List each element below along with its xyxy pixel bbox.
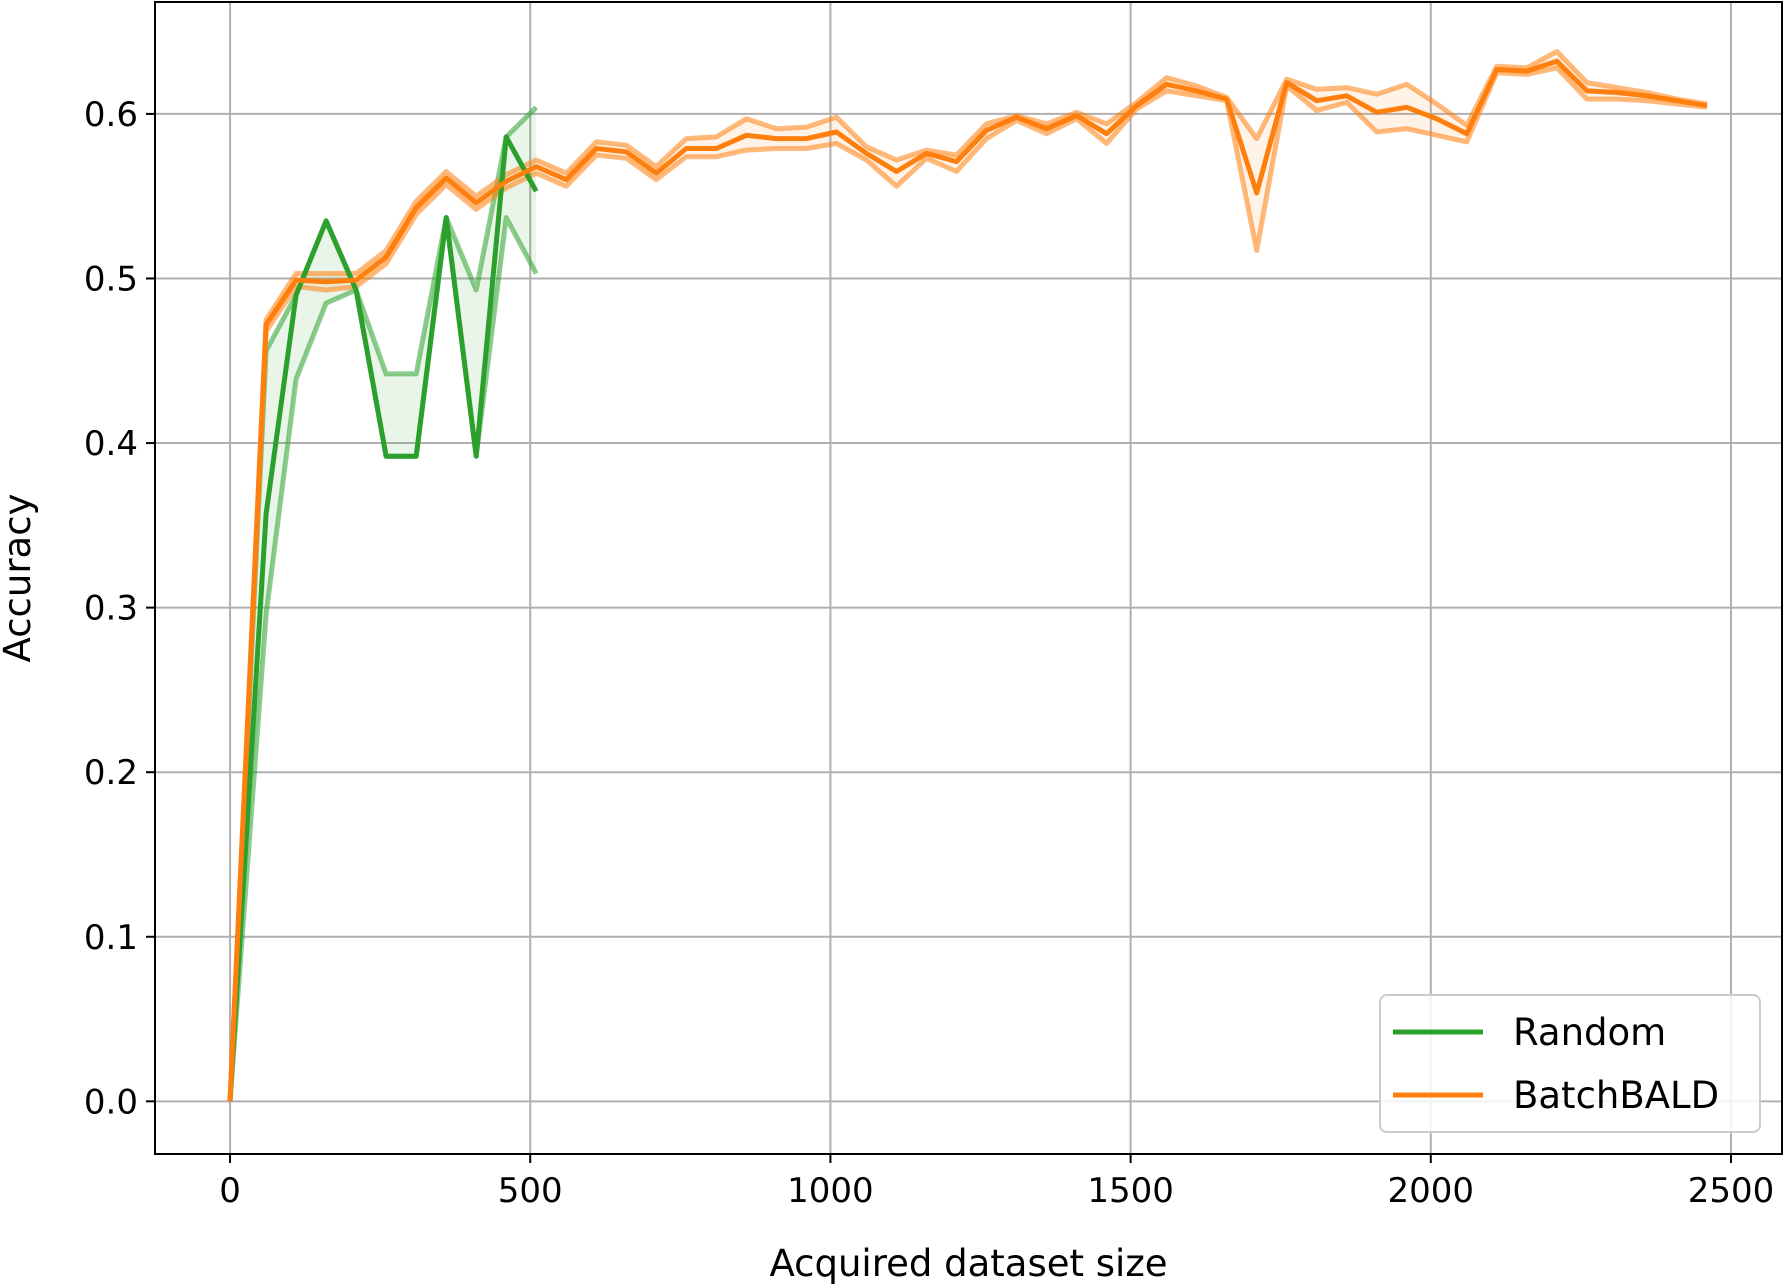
legend-label-random: Random — [1513, 1011, 1666, 1054]
x-tick-label: 1000 — [787, 1171, 874, 1211]
batchbald-upper-bound-line — [227, 48, 1708, 1102]
batchbald-lower-bound-line — [227, 65, 1708, 1102]
y-tick-label: 0.0 — [84, 1082, 138, 1122]
y-tick-label: 0.3 — [84, 589, 138, 629]
confidence-bands — [230, 51, 1707, 1102]
batchbald-mean-line — [227, 58, 1708, 1102]
y-tick-label: 0.4 — [84, 424, 138, 464]
random-mean-line — [227, 134, 539, 1102]
series-lines — [227, 48, 1708, 1102]
y-tick-label: 0.6 — [84, 95, 138, 135]
axis-ticks: 0 500 1000 1500 2000 2500 0.0 0.1 0.2 0.3 0.4 0.5 0.… — [84, 95, 1774, 1211]
plot-frame — [154, 1, 1783, 1155]
x-axis-title: Acquired dataset size — [769, 1242, 1167, 1284]
random-confidence-band — [230, 107, 537, 1102]
legend-box — [1379, 994, 1761, 1133]
x-tick-label: 2500 — [1688, 1171, 1775, 1211]
grid-lines — [155, 2, 1782, 1154]
legend: Random BatchBALD — [1379, 994, 1761, 1133]
y-axis-title: Accuracy — [0, 494, 39, 663]
x-tick-label: 1500 — [1087, 1171, 1174, 1211]
x-tick-label: 0 — [219, 1171, 241, 1211]
x-tick-label: 2000 — [1388, 1171, 1475, 1211]
random-upper-bound-line — [227, 105, 538, 1102]
x-tick-label: 500 — [498, 1171, 563, 1211]
y-tick-label: 0.1 — [84, 918, 138, 958]
y-tick-label: 0.5 — [84, 259, 138, 299]
legend-label-batchbald: BatchBALD — [1513, 1074, 1719, 1117]
y-tick-label: 0.2 — [84, 753, 138, 793]
